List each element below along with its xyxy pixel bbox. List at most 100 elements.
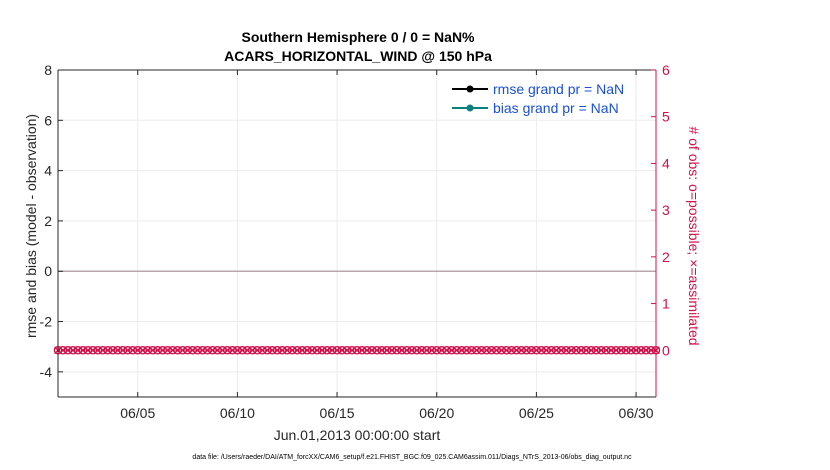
- obs-possible-marker: [277, 346, 287, 355]
- obs-possible-marker: [273, 346, 282, 355]
- obs-possible-marker: [188, 346, 197, 355]
- obs-possible-marker: [158, 346, 167, 355]
- obs-possible-marker: [447, 346, 456, 355]
- obs-possible-marker: [93, 346, 103, 355]
- obs-possible-marker: [557, 346, 566, 355]
- obs-possible-marker: [492, 346, 501, 355]
- obs-possible-marker: [263, 346, 272, 355]
- obs-possible-marker: [282, 346, 292, 355]
- y-tick-label: 2: [44, 213, 52, 229]
- y-tick-label: 8: [44, 62, 52, 78]
- y-tick-label: -2: [40, 314, 53, 330]
- x-tick-label: 06/15: [320, 405, 355, 421]
- y-tick-label-right: 2: [662, 249, 670, 265]
- obs-possible-marker: [452, 346, 461, 355]
- obs-possible-marker: [78, 346, 88, 355]
- x-tick-label: 06/10: [220, 405, 255, 421]
- obs-possible-marker: [148, 346, 157, 355]
- obs-possible-marker: [327, 346, 337, 355]
- obs-possible-marker: [377, 346, 387, 355]
- y-tick-label-right: 5: [662, 109, 670, 125]
- obs-possible-marker: [268, 346, 277, 355]
- obs-possible-marker: [527, 346, 536, 355]
- obs-possible-marker: [183, 346, 192, 355]
- obs-possible-marker: [218, 346, 227, 355]
- x-tick-label: 06/20: [419, 405, 454, 421]
- y-tick-label-right: 6: [662, 62, 670, 78]
- obs-possible-marker: [581, 346, 591, 355]
- obs-possible-marker: [601, 346, 611, 355]
- obs-possible-marker: [322, 346, 332, 355]
- y-tick-label: 0: [44, 263, 52, 279]
- obs-possible-marker: [372, 346, 382, 355]
- obs-possible-marker: [382, 346, 392, 355]
- y-tick-label: -4: [40, 364, 53, 380]
- obs-possible-marker: [352, 346, 362, 355]
- obs-possible-marker: [567, 346, 576, 355]
- obs-possible-marker: [462, 346, 471, 355]
- obs-possible-marker: [641, 346, 651, 355]
- obs-possible-marker: [213, 346, 222, 355]
- x-tick-label: 06/05: [120, 405, 155, 421]
- obs-possible-marker: [258, 346, 267, 355]
- obs-possible-marker: [228, 346, 237, 355]
- obs-possible-marker: [73, 346, 83, 355]
- obs-possible-marker: [432, 346, 441, 355]
- obs-possible-marker: [168, 346, 177, 355]
- obs-possible-marker: [437, 346, 446, 355]
- y-tick-label-right: 0: [662, 342, 670, 358]
- obs-possible-marker: [412, 346, 422, 355]
- x-axis-label: Jun.01,2013 00:00:00 start: [274, 427, 441, 443]
- obs-possible-marker: [357, 346, 367, 355]
- obs-possible-marker: [178, 346, 187, 355]
- obs-possible-marker: [392, 346, 402, 355]
- obs-possible-marker: [88, 346, 98, 355]
- obs-possible-marker: [103, 346, 113, 355]
- obs-possible-marker: [123, 346, 133, 355]
- footnote: data file: /Users/raeder/DAI/ATM_forcXX/…: [192, 454, 632, 461]
- x-tick-label: 06/30: [619, 405, 654, 421]
- obs-possible-marker: [248, 346, 257, 355]
- obs-possible-marker: [203, 346, 212, 355]
- obs-possible-marker: [482, 346, 491, 355]
- obs-possible-marker: [133, 346, 142, 355]
- obs-possible-marker: [497, 346, 506, 355]
- obs-possible-marker: [621, 346, 631, 355]
- obs-possible-marker: [457, 346, 466, 355]
- obs-possible-marker: [68, 346, 78, 355]
- obs-possible-marker: [512, 346, 521, 355]
- obs-possible-marker: [208, 346, 217, 355]
- obs-possible-marker: [407, 346, 417, 355]
- legend: rmse grand pr = NaN bias grand pr = NaN: [452, 81, 624, 116]
- y-axis-label-right: # of obs: o=possible; ×=assimilated: [686, 126, 702, 345]
- obs-possible-marker: [63, 346, 73, 355]
- obs-possible-marker: [397, 346, 407, 355]
- obs-possible-marker: [402, 346, 412, 355]
- y-tick-label: 6: [44, 112, 52, 128]
- obs-possible-marker: [626, 346, 636, 355]
- obs-possible-marker: [487, 346, 496, 355]
- obs-possible-marker: [547, 346, 556, 355]
- obs-possible-marker: [58, 346, 68, 355]
- obs-possible-marker: [223, 346, 232, 355]
- obs-possible-marker: [198, 346, 207, 355]
- obs-possible-marker: [163, 346, 172, 355]
- obs-possible-marker: [337, 346, 347, 355]
- obs-possible-marker: [292, 346, 302, 355]
- obs-possible-marker: [347, 346, 357, 355]
- y-tick-label-right: 3: [662, 202, 670, 218]
- obs-possible-marker: [552, 346, 561, 355]
- obs-possible-marker: [118, 346, 128, 355]
- obs-possible-marker: [611, 346, 621, 355]
- obs-possible-marker: [243, 346, 252, 355]
- obs-possible-marker: [312, 346, 322, 355]
- obs-possible-marker: [606, 346, 616, 355]
- obs-possible-marker: [532, 346, 541, 355]
- obs-possible-marker: [153, 346, 162, 355]
- obs-possible-marker: [362, 346, 372, 355]
- obs-possible-marker: [387, 346, 397, 355]
- y-tick-label-right: 1: [662, 296, 670, 312]
- obs-possible-marker: [173, 346, 182, 355]
- obs-possible-marker: [113, 346, 123, 355]
